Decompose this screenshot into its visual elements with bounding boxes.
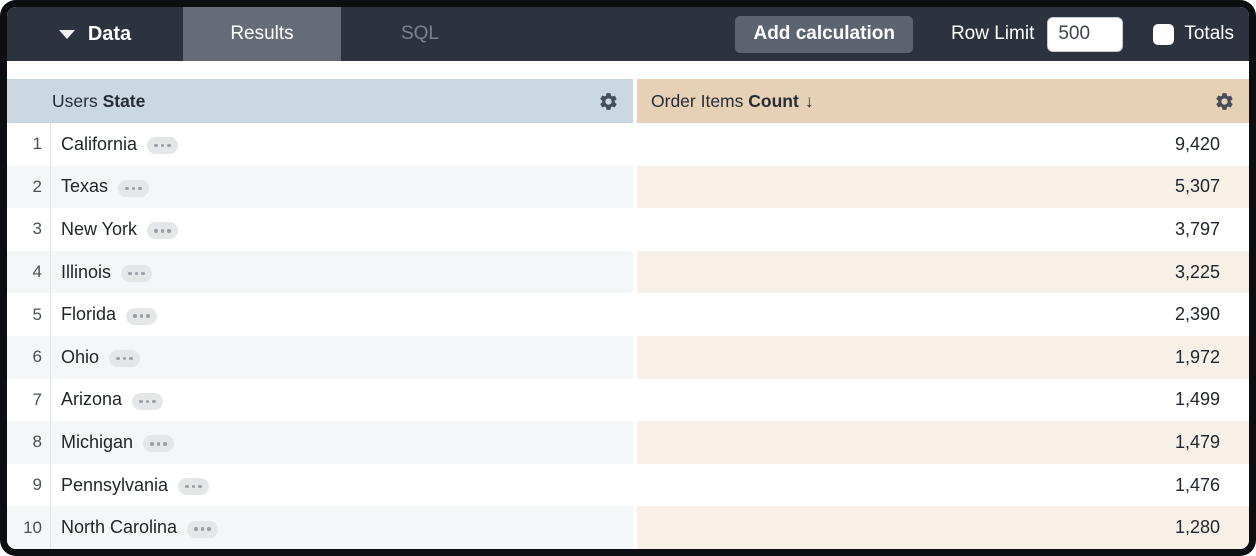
table-row: 3 New York (7, 208, 633, 251)
column-order-items-count: Order Items Count ↓ 9,420 5,307 3,7 (637, 79, 1249, 549)
table-row: 6 Ohio (7, 335, 633, 379)
count-value[interactable]: 1,280 (1174, 517, 1220, 538)
state-rows: 1 California 2 Texas 3 New York (7, 123, 633, 549)
state-value[interactable]: North Carolina (61, 517, 178, 538)
table-row: 1,499 (637, 379, 1249, 422)
tab-results[interactable]: Results (183, 7, 341, 61)
cell-menu-pill[interactable] (109, 350, 141, 368)
row-number: 7 (7, 378, 51, 422)
row-number: 5 (7, 293, 51, 336)
column-settings-gear-icon[interactable] (591, 84, 625, 118)
header-field-label: Count (748, 90, 799, 111)
cell-menu-pill[interactable] (187, 520, 219, 538)
tab-sql-label: SQL (400, 23, 440, 44)
table-row: 4 Illinois (7, 250, 633, 294)
row-number: 3 (7, 208, 51, 251)
add-calculation-button[interactable]: Add calculation (735, 15, 913, 53)
data-panel: Data Results SQL Add calculation Row Lim… (7, 7, 1249, 549)
totals-label: Totals (1184, 23, 1234, 44)
table-row: 10 North Carolina (7, 506, 633, 549)
table-row: 1,476 (637, 464, 1249, 507)
cell-menu-pill[interactable] (132, 392, 164, 410)
count-rows: 9,420 5,307 3,797 3,225 2,390 1,972 1,49… (637, 123, 1249, 549)
count-value[interactable]: 3,225 (1174, 261, 1220, 282)
column-users-state: Users State 1 California 2 (7, 79, 633, 549)
count-value[interactable]: 1,499 (1174, 389, 1220, 410)
count-value[interactable]: 2,390 (1174, 304, 1220, 325)
row-number: 1 (7, 123, 51, 166)
table-row: 2,390 (637, 293, 1249, 336)
column-settings-gear-icon[interactable] (1207, 84, 1241, 118)
header-group-label: Order Items (651, 90, 744, 111)
row-number: 6 (7, 335, 51, 379)
row-number: 10 (7, 506, 51, 549)
state-value[interactable]: New York (61, 218, 138, 239)
state-value[interactable]: Texas (61, 176, 109, 197)
table-row: 5 Florida (7, 293, 633, 336)
table-row: 2 Texas (7, 165, 633, 209)
row-number: 8 (7, 421, 51, 464)
order-items-count-header[interactable]: Order Items Count ↓ (637, 79, 1249, 123)
state-value[interactable]: Ohio (61, 346, 100, 367)
table-row: 1 California (7, 123, 633, 166)
cell-menu-pill[interactable] (178, 478, 210, 496)
table-row: 1,280 (637, 506, 1249, 549)
cell-menu-pill[interactable] (143, 435, 175, 453)
sort-descending-icon[interactable]: ↓ (804, 90, 814, 111)
cell-menu-pill[interactable] (118, 179, 150, 197)
table-row: 3,225 (637, 250, 1249, 294)
table-row: 5,307 (637, 165, 1249, 209)
tab-data[interactable]: Data (7, 7, 183, 61)
count-value[interactable]: 5,307 (1174, 176, 1220, 197)
header-group-label: Users (52, 90, 98, 111)
table-row: 7 Arizona (7, 378, 633, 422)
count-value[interactable]: 1,479 (1174, 431, 1220, 452)
state-value[interactable]: Illinois (61, 261, 112, 282)
cell-menu-pill[interactable] (126, 307, 158, 325)
column-divider (633, 79, 637, 549)
row-number: 9 (7, 463, 51, 507)
table-row: 9,420 (637, 123, 1249, 166)
count-value[interactable]: 1,972 (1174, 346, 1220, 367)
header-field-label: State (102, 90, 146, 111)
tab-results-label: Results (230, 23, 294, 44)
row-limit-input[interactable] (1047, 16, 1124, 52)
users-state-header[interactable]: Users State (7, 79, 633, 123)
cell-menu-pill[interactable] (147, 222, 179, 240)
row-number: 4 (7, 250, 51, 294)
tab-sql[interactable]: SQL (341, 7, 499, 61)
state-value[interactable]: California (61, 133, 138, 154)
topbar-spacer (499, 7, 735, 61)
table-row: 3,797 (637, 208, 1249, 251)
state-value[interactable]: Arizona (61, 389, 123, 410)
collapse-triangle-icon[interactable] (58, 29, 75, 39)
count-value[interactable]: 1,476 (1174, 474, 1220, 495)
tab-data-label: Data (87, 22, 132, 45)
row-number: 2 (7, 165, 51, 209)
table-row: 1,479 (637, 421, 1249, 464)
topbar-gap (7, 61, 1249, 79)
table-row: 8 Michigan (7, 421, 633, 464)
cell-menu-pill[interactable] (121, 265, 153, 283)
results-table: Users State 1 California 2 (7, 79, 1249, 549)
count-value[interactable]: 3,797 (1174, 218, 1220, 239)
panel-topbar: Data Results SQL Add calculation Row Lim… (7, 7, 1249, 61)
row-limit-label: Row Limit (950, 23, 1035, 44)
state-value[interactable]: Pennsylvania (61, 474, 169, 495)
table-row: 9 Pennsylvania (7, 463, 633, 507)
totals-checkbox[interactable] (1153, 23, 1175, 45)
count-value[interactable]: 9,420 (1174, 133, 1220, 154)
state-value[interactable]: Florida (61, 304, 117, 325)
state-value[interactable]: Michigan (61, 431, 134, 452)
table-row: 1,972 (637, 335, 1249, 379)
cell-menu-pill[interactable] (147, 137, 179, 155)
